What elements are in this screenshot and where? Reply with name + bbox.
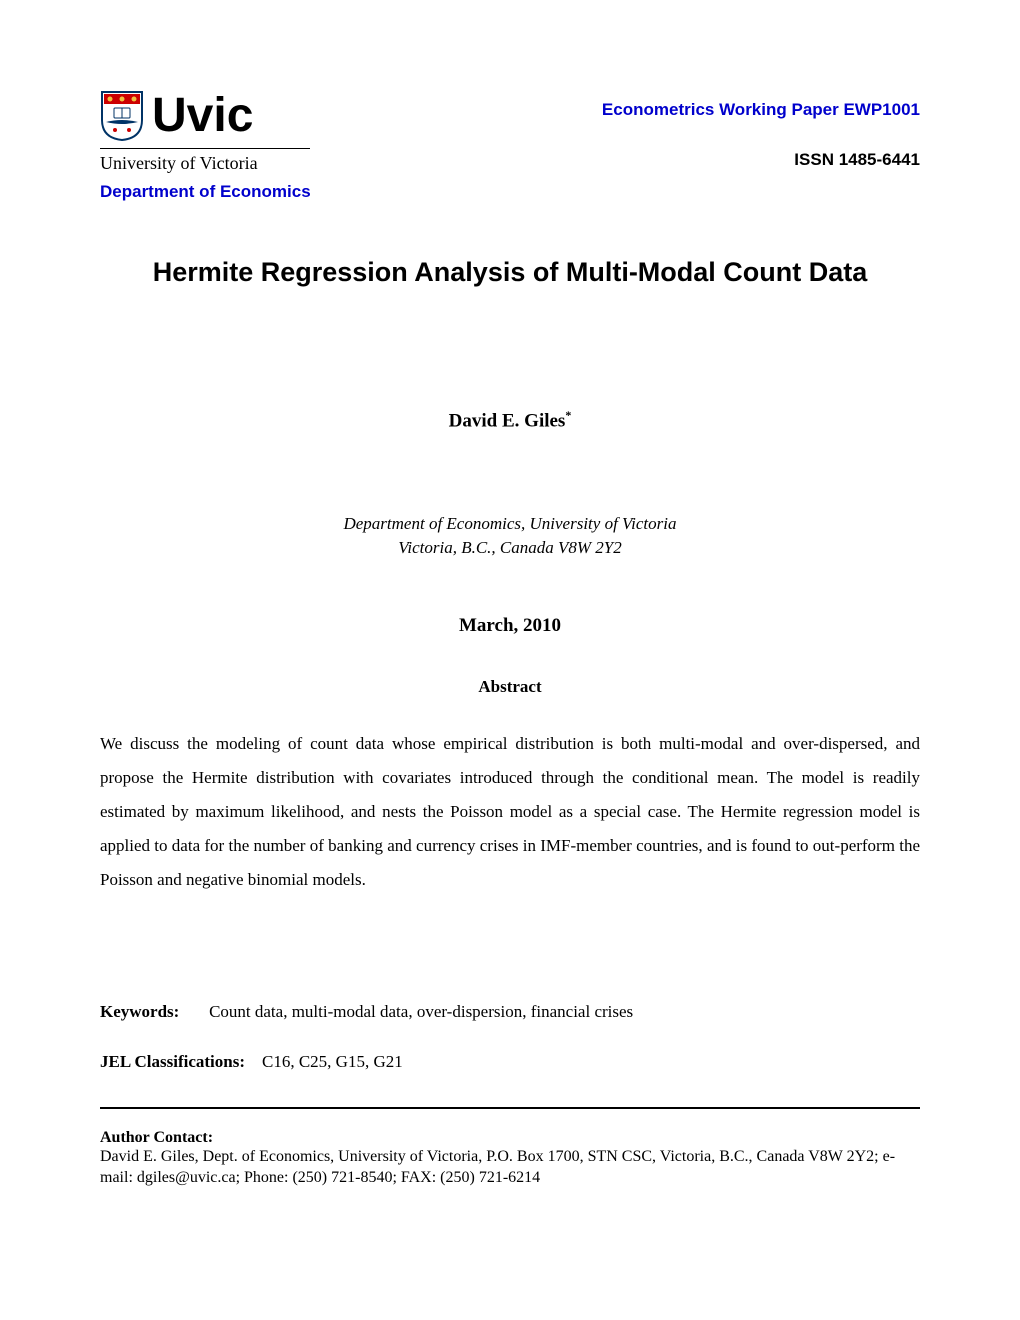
jel-label: JEL Classifications:: [100, 1052, 245, 1071]
author-footnote-mark: *: [565, 408, 571, 422]
department-name: Department of Economics: [100, 182, 311, 202]
affiliation-address: Victoria, B.C., Canada V8W 2Y2: [100, 536, 920, 560]
keywords-row: Keywords: Count data, multi-modal data, …: [100, 1002, 920, 1022]
jel-row: JEL Classifications: C16, C25, G15, G21: [100, 1052, 920, 1072]
keywords-value: Count data, multi-modal data, over-dispe…: [209, 1002, 633, 1021]
contact-body: David E. Giles, Dept. of Economics, Univ…: [100, 1147, 920, 1189]
keywords-label: Keywords:: [100, 1002, 179, 1021]
paper-title: Hermite Regression Analysis of Multi-Mod…: [100, 257, 920, 288]
uvic-wordmark: Uvic: [152, 92, 253, 140]
university-name: University of Victoria: [100, 148, 310, 174]
abstract-heading: Abstract: [100, 677, 920, 697]
working-paper-series-label: Econometrics Working Paper EWP1001: [602, 100, 920, 120]
issn-label: ISSN 1485-6441: [602, 150, 920, 170]
affiliation-dept: Department of Economics, University of V…: [100, 512, 920, 536]
uvic-shield-icon: [100, 90, 144, 142]
affiliation-block: Department of Economics, University of V…: [100, 512, 920, 560]
paper-date: March, 2010: [100, 615, 920, 637]
separator-rule: [100, 1107, 920, 1109]
jel-value: C16, C25, G15, G21: [262, 1052, 403, 1071]
logo-top-row: Uvic: [100, 90, 311, 142]
contact-heading: Author Contact:: [100, 1129, 920, 1147]
page-header: Uvic University of Victoria Department o…: [100, 90, 920, 202]
abstract-body: We discuss the modeling of count data wh…: [100, 727, 920, 897]
institution-logo-block: Uvic University of Victoria Department o…: [100, 90, 311, 202]
header-right-block: Econometrics Working Paper EWP1001 ISSN …: [602, 90, 920, 170]
author-line: David E. Giles*: [100, 408, 920, 432]
author-name: David E. Giles: [449, 410, 566, 431]
